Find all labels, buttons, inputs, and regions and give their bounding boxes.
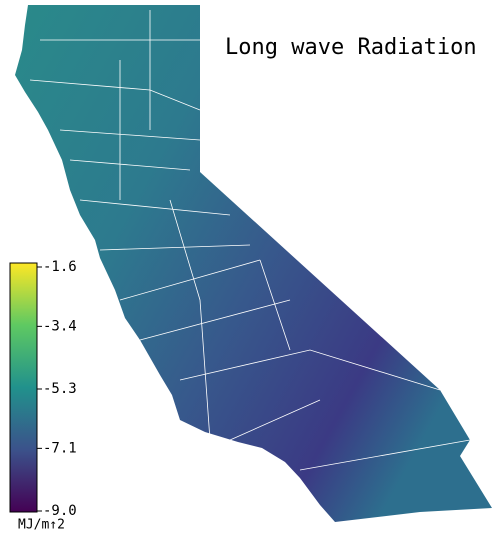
colorbar-ticks: -1.6 -3.4 -5.3 -7.1 -9.0 bbox=[37, 259, 77, 519]
tick-label: -3.4 bbox=[43, 318, 77, 334]
california bbox=[15, 5, 492, 522]
tick-label: -1.6 bbox=[43, 259, 77, 275]
tick-label: -7.1 bbox=[43, 440, 77, 456]
colorbar bbox=[9, 262, 38, 513]
map-title: Long wave Radiation bbox=[225, 35, 477, 60]
colorbar-label: MJ/m↑2 bbox=[18, 518, 65, 533]
tick-label: -9.0 bbox=[43, 503, 77, 519]
tick-label: -5.3 bbox=[43, 381, 77, 397]
county-lines bbox=[29, 10, 471, 471]
